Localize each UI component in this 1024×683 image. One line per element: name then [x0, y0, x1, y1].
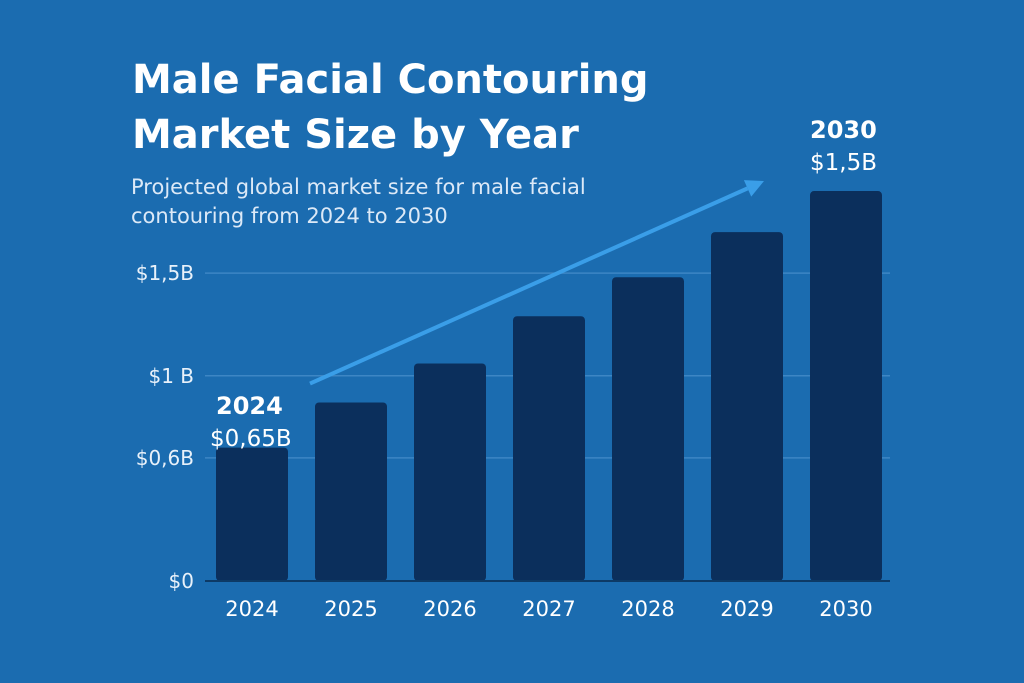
- trend-arrow: [309, 180, 764, 386]
- chart-subtitle-line-1: Projected global market size for male fa…: [131, 175, 586, 199]
- x-tick-label: 2026: [423, 597, 476, 621]
- bar-2028: [612, 277, 684, 581]
- x-tick-label: 2030: [819, 597, 872, 621]
- start-callout-value: $0,65B: [210, 426, 292, 452]
- bar-2025: [315, 402, 387, 581]
- start-callout: 2024 $0,65B: [210, 392, 292, 452]
- end-callout-value: $1,5B: [810, 150, 877, 176]
- x-tick-label: 2028: [621, 597, 674, 621]
- trend-arrowhead: [743, 180, 764, 197]
- y-tick-label: $1,5B: [136, 261, 194, 285]
- y-axis-ticks: $0 $0,6B $1 B $1,5B: [136, 261, 194, 593]
- bar-2029: [711, 232, 783, 581]
- end-callout-year: 2030: [810, 116, 877, 144]
- bar-2030: [810, 191, 882, 582]
- bar-2024: [216, 447, 288, 581]
- bar-2026: [414, 363, 486, 581]
- trend-arrow-line: [309, 186, 749, 386]
- y-tick-label: $0: [169, 569, 194, 593]
- x-axis-ticks: 2024 2025 2026 2027 2028 2029 2030: [225, 597, 872, 621]
- chart-subtitle-line-2: contouring from 2024 to 2030: [131, 204, 448, 228]
- bars: [216, 191, 882, 582]
- y-tick-label: $1 B: [148, 364, 194, 388]
- x-tick-label: 2029: [720, 597, 773, 621]
- x-tick-label: 2024: [225, 597, 278, 621]
- x-tick-label: 2027: [522, 597, 575, 621]
- chart-title-line-1: Male Facial Contouring: [132, 57, 649, 103]
- start-callout-year: 2024: [216, 392, 283, 420]
- bar-2027: [513, 316, 585, 581]
- x-tick-label: 2025: [324, 597, 377, 621]
- end-callout: 2030 $1,5B: [810, 116, 877, 176]
- y-tick-label: $0,6B: [136, 446, 194, 470]
- chart-title-line-2: Market Size by Year: [132, 112, 579, 158]
